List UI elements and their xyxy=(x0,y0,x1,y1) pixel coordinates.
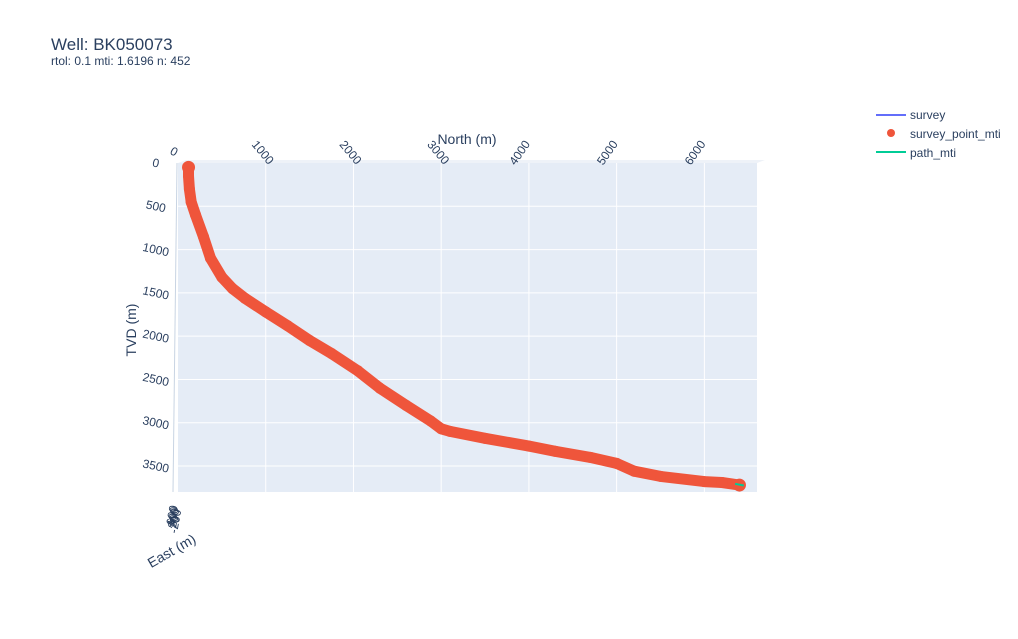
survey-point-mti-marker xyxy=(352,365,364,377)
series-layer xyxy=(182,160,746,492)
legend-item-survey[interactable]: survey xyxy=(876,108,945,122)
grid-layer xyxy=(178,163,757,492)
survey-point-mti-marker xyxy=(479,432,491,444)
survey-point-mti-marker xyxy=(523,440,535,452)
survey-point-mti-marker xyxy=(326,347,338,359)
y-tick-label: 3000 xyxy=(141,413,170,432)
survey-point-mti-marker xyxy=(425,415,437,427)
survey-point-mti-marker xyxy=(183,183,195,195)
survey-point-mti-marker xyxy=(698,476,710,488)
plot-plane-top-edge xyxy=(178,160,765,163)
survey-point-mti-marker xyxy=(549,445,561,457)
survey-point-mti-marker xyxy=(584,451,596,463)
survey-point-mti-marker xyxy=(304,334,316,346)
x-axis-title: North (m) xyxy=(437,131,496,147)
survey-point-mti-marker xyxy=(190,209,202,221)
survey-point-mti-marker xyxy=(400,399,412,411)
plot-plane xyxy=(178,163,757,492)
survey-point-mti-marker xyxy=(239,292,251,304)
survey-point-mti-marker xyxy=(716,476,728,488)
y-axis-title: TVD (m) xyxy=(123,304,139,357)
z-tick-label: 0 xyxy=(167,515,182,524)
legend-swatch-survey-point-mti xyxy=(887,129,895,137)
z-tick-label: 400 xyxy=(164,505,181,527)
survey-point-mti-marker xyxy=(282,320,294,332)
z-axis-title: East (m) xyxy=(145,531,199,571)
survey-point-mti-marker xyxy=(183,170,195,182)
y-tick-label: 1000 xyxy=(141,240,170,259)
chart-title: Well: BK050073 xyxy=(51,35,173,54)
y-tick-label: 0 xyxy=(151,156,161,171)
survey-point-mti-marker xyxy=(374,382,386,394)
legend-label-path-mti: path_mti xyxy=(910,146,956,160)
survey-point-mti-marker xyxy=(185,196,197,208)
z-tick-label: -200 xyxy=(166,508,184,534)
survey-point-mti-marker xyxy=(182,160,196,174)
survey-point-mti-marker xyxy=(611,457,623,469)
y-tick-label: 2500 xyxy=(141,370,170,389)
survey-point-mti-marker xyxy=(226,283,238,295)
path-mti-line xyxy=(734,482,744,487)
survey-point-mti-marker xyxy=(197,231,209,243)
legend-label-survey-point-mti: survey_point_mti xyxy=(910,127,1001,141)
z-axis-edge xyxy=(172,162,178,493)
survey-point-mti-marker xyxy=(260,306,272,318)
legend-item-path-mti[interactable]: path_mti xyxy=(876,146,956,160)
chart-subtitle: rtol: 0.1 mti: 1.6196 n: 452 xyxy=(51,54,191,68)
z-tick-label: 200 xyxy=(165,507,182,529)
legend[interactable]: survey survey_point_mti path_mti xyxy=(876,108,1001,160)
y-tick-label: 1500 xyxy=(141,283,170,302)
y-tick-label: 2000 xyxy=(141,327,170,346)
survey-point-mti-marker xyxy=(655,470,666,482)
survey-point-mti-marker xyxy=(204,252,216,264)
z-tick-label: 600 xyxy=(163,504,180,526)
y-tick-label: 3500 xyxy=(141,456,170,475)
survey-point-mti-marker xyxy=(444,425,456,437)
survey-point-mti-marker xyxy=(628,465,640,477)
survey-point-mti-marker xyxy=(216,271,228,283)
legend-item-survey-point-mti[interactable]: survey_point_mti xyxy=(887,127,1001,141)
legend-label-survey: survey xyxy=(910,108,945,122)
y-tick-label: 500 xyxy=(145,197,168,215)
survey-point-mti-marker xyxy=(435,423,447,435)
x-tick-label: 0 xyxy=(168,144,181,160)
